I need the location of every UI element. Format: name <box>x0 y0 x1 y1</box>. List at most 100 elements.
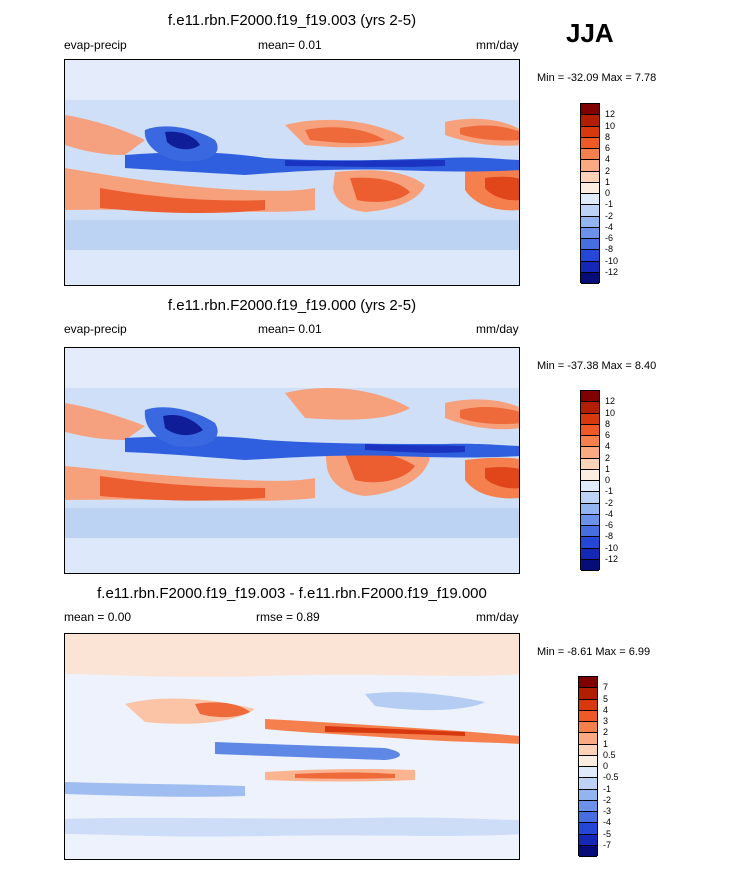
panel-2-map <box>64 347 520 574</box>
colorbar-box <box>579 722 597 734</box>
panel-2-variable-label: evap-precip <box>64 322 127 336</box>
colorbar-label: -1 <box>603 783 612 794</box>
panel-3-minmax: Min = -8.61 Max = 6.99 <box>537 646 651 658</box>
colorbar-box <box>581 514 599 526</box>
colorbar-box <box>581 216 599 228</box>
colorbar-box <box>581 104 599 116</box>
colorbar-label: 0 <box>605 475 611 485</box>
colorbar-label: -4 <box>603 817 612 828</box>
panel-2-field <box>65 348 519 573</box>
colorbar-label: 1 <box>605 176 611 187</box>
colorbar-box <box>581 548 599 560</box>
colorbar-box <box>581 137 599 149</box>
colorbar-label: 8 <box>605 418 611 429</box>
colorbar-box <box>579 823 597 835</box>
colorbar-box <box>579 699 597 711</box>
panel-3-mean-label: mean = 0.00 <box>64 610 132 624</box>
colorbar-label: 12 <box>605 396 616 407</box>
colorbar-box <box>581 481 599 493</box>
colorbar-box <box>581 171 599 183</box>
colorbar-label: 1 <box>603 738 609 749</box>
colorbar-box <box>579 800 597 812</box>
colorbar-label: -1 <box>605 486 614 497</box>
colorbar-box <box>581 537 599 549</box>
colorbar-label: 12 <box>605 109 616 120</box>
panel-1-map <box>64 59 520 286</box>
colorbar-box <box>581 559 599 571</box>
colorbar-label: 5 <box>603 693 609 704</box>
colorbar-box <box>581 261 599 273</box>
panel-3-title: f.e11.rbn.F2000.f19_f19.003 - f.e11.rbn.… <box>97 585 487 602</box>
panel-1-colorbar: 12 10 8 6 4 2 1 0 -1 -2 -4 -6 -8 -10 -12 <box>580 103 618 284</box>
panel-2-colorbar: 12 10 8 6 4 2 1 0 -1 -2 -4 -6 -8 -10 -12 <box>580 390 618 571</box>
colorbar-box <box>581 272 599 284</box>
colorbar-box <box>581 239 599 251</box>
colorbar-label: 7 <box>603 682 609 693</box>
colorbar-label: 4 <box>605 154 611 165</box>
colorbar-label: -10 <box>605 255 619 266</box>
colorbar-box <box>581 492 599 504</box>
colorbar-box <box>581 182 599 194</box>
panel-1-units-label: mm/day <box>476 38 519 52</box>
colorbar-box <box>581 194 599 206</box>
colorbar-box <box>581 126 599 138</box>
colorbar-label: 2 <box>605 165 611 176</box>
colorbar-label: -8 <box>605 244 614 255</box>
colorbar-box <box>581 413 599 425</box>
colorbar-label: 0 <box>603 761 609 771</box>
panel-2-mean-label: mean= 0.01 <box>258 322 322 336</box>
colorbar-label: 4 <box>603 704 609 715</box>
colorbar-box <box>579 789 597 801</box>
panel-3-colorbar: 7 5 4 3 2 1 0.5 0 -0.5 -1 -2 -3 -4 -5 -7 <box>578 676 619 857</box>
colorbar-label: 8 <box>605 131 611 142</box>
panel-2-title: f.e11.rbn.F2000.f19_f19.000 (yrs 2-5) <box>167 297 417 314</box>
panel-1-variable-label: evap-precip <box>64 38 127 52</box>
colorbar-box <box>581 469 599 481</box>
colorbar-box <box>579 677 597 689</box>
panel-3-rmse-label: rmse = 0.89 <box>256 610 320 624</box>
colorbar-label: -2 <box>603 794 612 805</box>
panel-2-units-label: mm/day <box>476 322 519 336</box>
panel-1-title: f.e11.rbn.F2000.f19_f19.003 (yrs 2-5) <box>167 12 417 29</box>
colorbar-box <box>581 115 599 127</box>
colorbar-label: -12 <box>605 553 619 564</box>
colorbar-box <box>581 458 599 470</box>
colorbar-box <box>581 205 599 217</box>
panel-3-map <box>64 633 520 860</box>
colorbar-box <box>579 744 597 756</box>
colorbar-label: -2 <box>605 497 614 508</box>
colorbar-label: 6 <box>605 143 611 153</box>
colorbar-label: 2 <box>603 727 609 738</box>
panel-3-units-label: mm/day <box>476 610 519 624</box>
colorbar-label: 1 <box>605 463 611 474</box>
colorbar-label: -7 <box>603 839 612 850</box>
colorbar-label: -8 <box>605 531 614 542</box>
colorbar-label: 3 <box>603 716 609 726</box>
colorbar-label: 0.5 <box>603 749 616 760</box>
colorbar-label: -4 <box>605 221 614 232</box>
colorbar-label: 10 <box>605 407 616 418</box>
season-label: JJA <box>566 18 614 48</box>
colorbar-label: 10 <box>605 120 616 131</box>
colorbar-box <box>581 447 599 459</box>
colorbar-label: -2 <box>605 210 614 221</box>
colorbar-box <box>581 391 599 403</box>
colorbar-label: -12 <box>605 266 619 277</box>
colorbar-label: -10 <box>605 542 619 553</box>
colorbar-box <box>579 812 597 824</box>
colorbar-label: 0 <box>605 188 611 198</box>
colorbar-box <box>581 436 599 448</box>
colorbar-box <box>579 778 597 790</box>
colorbar-box <box>581 503 599 515</box>
colorbar-label: -3 <box>603 806 612 816</box>
colorbar-box <box>579 710 597 722</box>
panel-1-mean-label: mean= 0.01 <box>258 38 322 52</box>
colorbar-label: -0.5 <box>603 772 619 783</box>
colorbar-label: -6 <box>605 233 614 243</box>
colorbar-label: -5 <box>603 828 612 839</box>
colorbar-label: -6 <box>605 520 614 530</box>
colorbar-label: 2 <box>605 452 611 463</box>
colorbar-box <box>581 149 599 161</box>
colorbar-box <box>579 834 597 846</box>
colorbar-box <box>581 160 599 172</box>
